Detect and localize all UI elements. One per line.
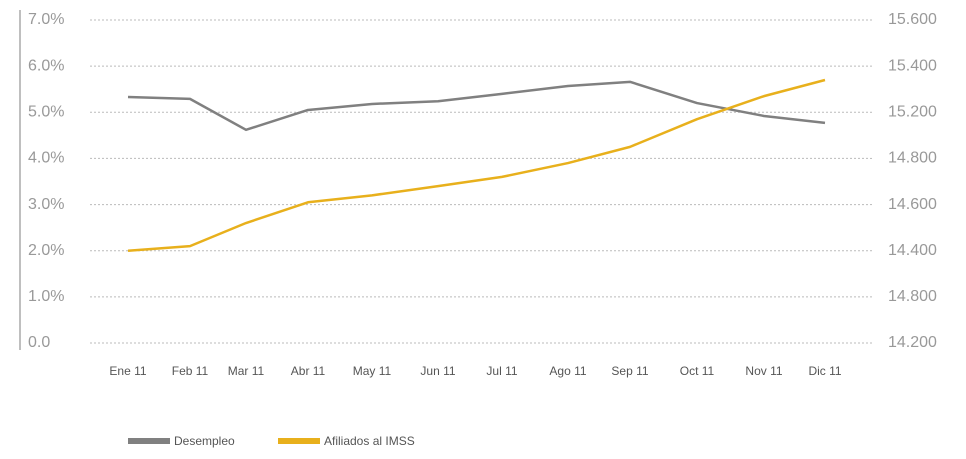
y-tick-label: 3.0% [28,196,64,213]
x-tick-label: Abr 11 [291,364,326,378]
x-tick-label: Oct 11 [680,364,715,378]
y2-tick-label: 14.800 [888,288,937,305]
x-tick-label: Jun 11 [420,364,455,378]
y2-tick-label: 15.600 [888,11,937,28]
x-tick-label: Sep 11 [611,364,648,378]
y-tick-label: 4.0% [28,150,64,167]
x-tick-label: Jul 11 [486,364,517,378]
x-tick-label: Ago 11 [549,364,586,378]
y-tick-label: 2.0% [28,242,64,259]
legend-swatch [278,438,320,444]
x-tick-label: Feb 11 [172,364,209,378]
x-tick-label: May 11 [353,364,392,378]
y-tick-label: 5.0% [28,104,64,121]
series-line [127,78,826,252]
y2-tick-label: 14.600 [888,196,937,213]
y2-tick-label: 15.400 [888,57,937,74]
legend-swatch [128,438,170,444]
x-tick-label: Dic 11 [808,364,841,378]
series-line [127,80,826,132]
legend-label: Afiliados al IMSS [324,434,415,448]
y-tick-label: 6.0% [28,57,64,74]
x-tick-label: Mar 11 [228,364,265,378]
y2-tick-label: 14.200 [888,334,937,351]
legend-label: Desempleo [174,434,235,448]
x-tick-label: Nov 11 [745,364,782,378]
y-tick-label: 0.0 [28,334,50,351]
y-tick-label: 1.0% [28,288,64,305]
y-tick-label: 7.0% [28,11,64,28]
y2-tick-label: 14.800 [888,150,937,167]
x-tick-label: Ene 11 [109,364,146,378]
y2-tick-label: 15.200 [888,104,937,121]
y2-tick-label: 14.400 [888,242,937,259]
